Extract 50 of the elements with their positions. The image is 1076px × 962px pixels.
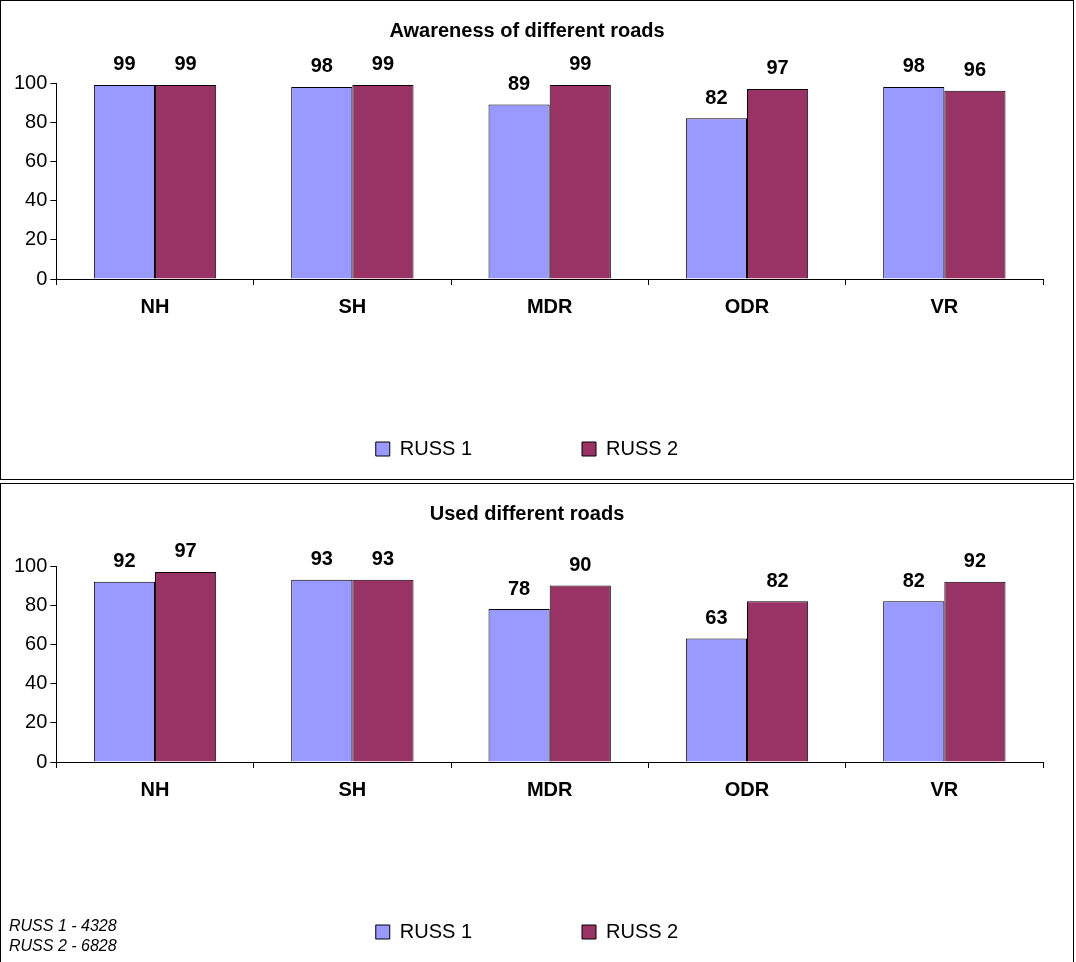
data-label: 78 — [507, 576, 531, 599]
x-tick-label: VR — [930, 294, 959, 317]
text: RUSS 2 - 6828 — [9, 936, 117, 956]
x-tick-label: NH — [140, 294, 170, 317]
data-label: 98 — [310, 54, 333, 77]
data-label: 89 — [507, 72, 531, 95]
data-label: 93 — [310, 547, 333, 570]
chart-title: Awareness of different roads — [389, 18, 665, 41]
x-tick-label: SH — [338, 777, 367, 800]
y-tick-label: 40 — [25, 188, 48, 211]
x-tick-label: MDR — [526, 294, 574, 317]
x-tick-label: NH — [140, 777, 170, 800]
data-label: 98 — [902, 54, 925, 77]
y-tick-label: 20 — [25, 710, 48, 733]
x-tick-label: VR — [930, 777, 959, 800]
x-tick-label: ODR — [724, 294, 770, 317]
y-tick-label: 80 — [25, 592, 48, 615]
data-label: 82 — [902, 568, 925, 591]
y-tick-label: 100 — [13, 70, 48, 93]
x-tick-label: SH — [338, 294, 367, 317]
data-label: 92 — [113, 549, 136, 572]
y-tick-label: 60 — [25, 631, 48, 654]
text: RUSS 1 - 4328 — [9, 916, 117, 936]
y-tick-label: 40 — [25, 671, 48, 694]
y-tick-label: 0 — [36, 266, 48, 289]
data-label: 99 — [569, 52, 592, 75]
chart-title: Used different roads — [429, 501, 625, 524]
data-label: 90 — [569, 553, 592, 576]
legend-label: RUSS 1 — [399, 919, 472, 942]
y-tick-label: 0 — [36, 749, 48, 772]
data-label: 99 — [371, 52, 395, 75]
data-label: 82 — [766, 568, 789, 591]
data-label: 97 — [766, 56, 789, 79]
data-label: 96 — [963, 58, 987, 81]
data-label: 63 — [705, 606, 728, 629]
data-label: 92 — [963, 549, 987, 572]
y-tick-label: 20 — [25, 227, 48, 250]
data-label: 99 — [113, 52, 136, 75]
x-tick-label: ODR — [724, 777, 770, 800]
y-tick-label: 100 — [13, 553, 48, 576]
y-tick-label: 80 — [25, 109, 48, 132]
data-label: 82 — [705, 85, 728, 108]
y-tick-label: 60 — [25, 148, 48, 171]
legend-label: RUSS 1 — [399, 436, 472, 459]
data-label: 97 — [174, 539, 197, 562]
data-label: 99 — [174, 52, 197, 75]
legend-label: RUSS 2 — [606, 436, 679, 459]
data-label: 93 — [371, 547, 395, 570]
x-tick-label: MDR — [526, 777, 574, 800]
legend-label: RUSS 2 — [606, 919, 679, 942]
